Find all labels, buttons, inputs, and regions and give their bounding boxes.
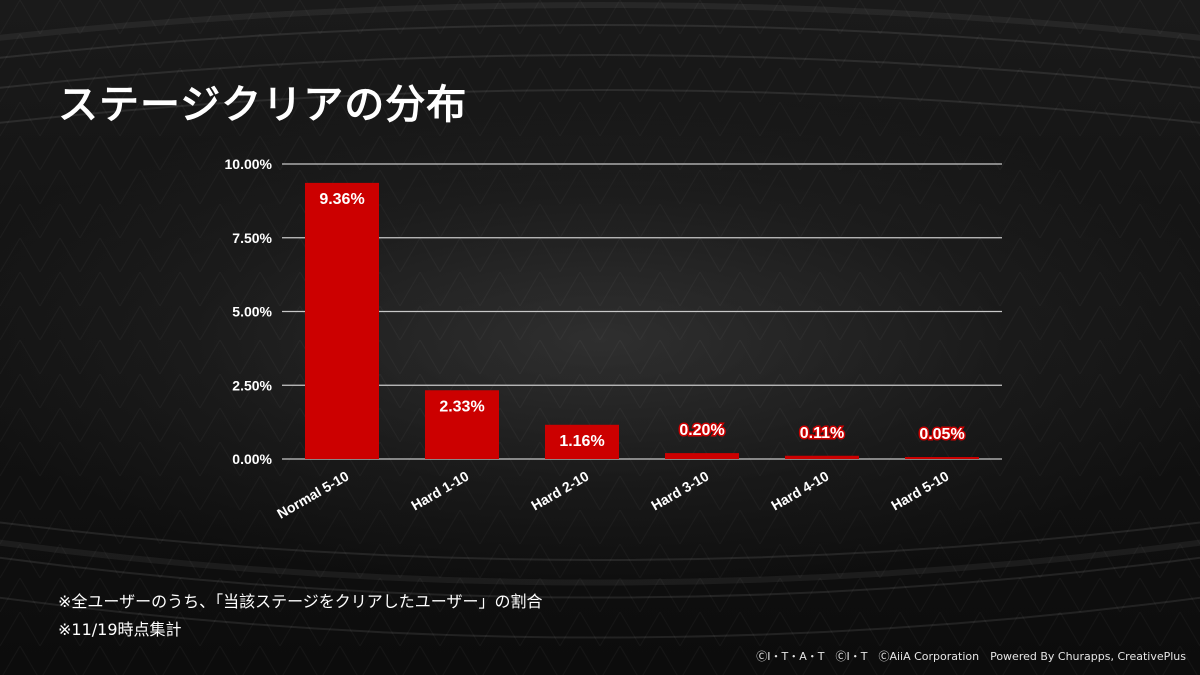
x-axis-categories: Normal 5-10 Hard 1-10 Hard 2-10 Hard 3-10 Ha… — [274, 468, 952, 522]
x-category-label: Hard 5-10 — [888, 468, 951, 514]
x-category-label: Hard 2-10 — [528, 468, 591, 514]
footnote-ratio: ※全ユーザーのうち、「当該ステージをクリアしたユーザー」の割合 — [58, 592, 543, 611]
x-category-label: Hard 1-10 — [408, 468, 471, 514]
y-tick-label: 7.50% — [232, 230, 272, 246]
footnote-date: ※11/19時点集計 — [58, 620, 182, 639]
y-axis-ticks: 0.00% 2.50% 5.00% 7.50% 10.00% — [225, 156, 273, 467]
x-category-label: Hard 4-10 — [768, 468, 831, 514]
gridlines — [282, 163, 1002, 460]
bar-hard-2-10 — [545, 424, 619, 459]
bar-hard-1-10 — [425, 390, 499, 459]
data-label: 0.05% — [919, 426, 964, 443]
data-label: 2.33% — [439, 398, 484, 415]
bar-hard-3-10 — [665, 453, 739, 459]
x-category-label: Normal 5-10 — [274, 468, 352, 522]
data-labels: 9.36% 2.33% 1.16% 0.20% 0.11% 0.05% — [319, 191, 966, 450]
bar-hard-5-10 — [905, 457, 979, 459]
data-label: 1.16% — [559, 433, 604, 450]
bar-hard-4-10 — [785, 455, 859, 459]
bars — [305, 182, 979, 459]
data-label: 0.11% — [800, 425, 844, 442]
page-title: ステージクリアの分布 — [58, 82, 468, 128]
y-tick-label: 10.00% — [225, 156, 273, 172]
y-tick-label: 2.50% — [232, 377, 272, 393]
x-category-label: Hard 3-10 — [648, 468, 711, 514]
data-label: 9.36% — [319, 191, 364, 208]
y-tick-label: 5.00% — [232, 304, 272, 320]
data-label: 0.20% — [679, 422, 724, 439]
y-tick-label: 0.00% — [232, 451, 272, 467]
bar-normal-5-10 — [305, 182, 379, 459]
copyright-text: ⒸI・T・A・T ⒸI・T ⒸAiiA Corporation Powered … — [756, 650, 1186, 663]
